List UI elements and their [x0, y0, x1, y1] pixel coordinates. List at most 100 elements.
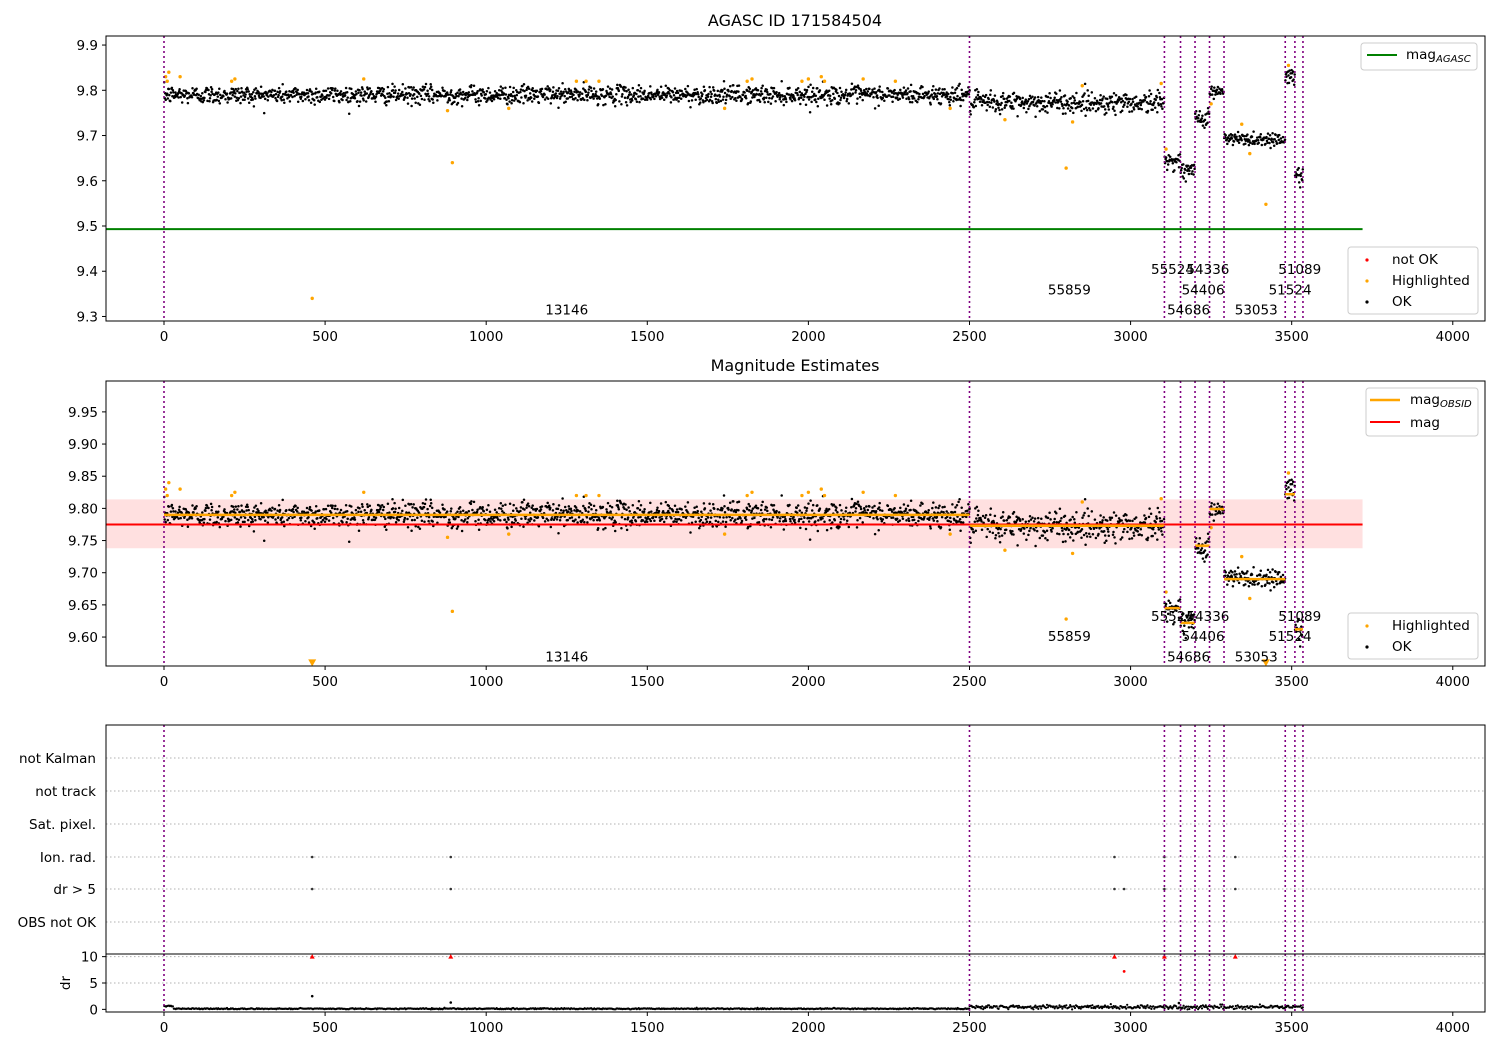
ok-point: [1113, 100, 1117, 104]
ok-point: [1062, 532, 1065, 536]
ok-point: [1271, 581, 1275, 584]
ok-point: [359, 510, 363, 513]
ok-point: [935, 515, 939, 519]
ok-point: [322, 89, 326, 93]
ok-point: [1188, 169, 1191, 173]
ok-point: [784, 519, 788, 523]
ok-point: [295, 510, 299, 513]
ok-point: [1090, 91, 1094, 94]
ok-point: [1255, 574, 1259, 577]
ok-point: [1021, 517, 1024, 521]
ok-point: [267, 95, 270, 98]
ok-point: [187, 92, 191, 95]
ok-point: [673, 504, 677, 508]
highlighted-point: [597, 79, 601, 83]
ok-point: [1272, 585, 1276, 589]
ok-point: [632, 94, 636, 97]
ok-point: [246, 88, 249, 91]
ok-point: [487, 86, 490, 90]
ok-point: [1262, 138, 1265, 141]
ok-point: [1203, 560, 1206, 563]
ok-point: [584, 90, 588, 94]
highlighted-point: [229, 79, 234, 83]
ok-point: [766, 509, 769, 513]
ok-point: [694, 520, 697, 524]
ok-point: [1187, 626, 1191, 629]
ok-point: [1024, 98, 1028, 101]
ok-point: [1138, 533, 1142, 536]
ok-point: [1120, 97, 1123, 101]
ok-point: [980, 104, 984, 107]
ok-point: [224, 97, 227, 101]
ok-point: [539, 508, 543, 511]
ok-point: [1255, 136, 1259, 139]
ok-point: [1128, 519, 1132, 523]
ok-point: [809, 499, 812, 502]
ok-point: [623, 507, 626, 511]
ok-point: [1027, 107, 1030, 111]
ok-point: [177, 517, 180, 520]
ok-point: [239, 95, 243, 98]
ok-point: [510, 102, 513, 105]
ok-point: [985, 109, 988, 112]
ok-point: [1106, 519, 1109, 522]
ok-point: [845, 99, 848, 103]
ok-point: [630, 519, 633, 522]
ok-point: [722, 95, 725, 98]
ok-point: [1199, 549, 1203, 552]
ok-point: [210, 88, 214, 91]
ok-point: [356, 99, 359, 103]
ok-point: [316, 96, 319, 99]
ok-point: [948, 528, 952, 532]
ok-point: [836, 91, 839, 95]
ok-point: [186, 96, 189, 100]
ok-point: [1284, 73, 1288, 76]
ok-point: [737, 84, 741, 87]
ok-point: [598, 519, 602, 522]
ok-point: [1092, 527, 1096, 530]
ok-point: [1045, 104, 1049, 108]
ok-point: [326, 504, 330, 508]
ok-point: [236, 521, 240, 524]
ok-point: [1058, 507, 1062, 510]
ok-point: [556, 515, 559, 519]
ok-point: [840, 90, 843, 93]
ok-point: [617, 508, 621, 511]
ok-point: [1237, 581, 1241, 585]
ok-point: [934, 506, 938, 509]
ok-point: [727, 89, 730, 93]
ok-point: [777, 511, 781, 514]
ok-point: [495, 516, 499, 519]
ok-point: [456, 525, 460, 528]
ok-point: [1151, 108, 1154, 111]
legend-ok-1: OK: [1392, 294, 1413, 310]
ok-point: [1232, 579, 1236, 583]
highlighted-point: [948, 532, 952, 536]
ok-point: [878, 501, 881, 505]
ok-point: [798, 96, 801, 100]
ok-point: [235, 517, 239, 521]
ok-point: [1016, 115, 1019, 118]
ok-point: [634, 519, 638, 523]
x-tick-label: 2000: [791, 674, 825, 690]
ok-point: [345, 510, 349, 513]
ok-point: [674, 517, 677, 521]
ok-point: [216, 516, 220, 519]
ok-point: [163, 518, 166, 521]
ok-point: [366, 503, 369, 506]
ok-point: [283, 101, 286, 104]
legend-mag: magOBSID mag: [1365, 387, 1479, 437]
ok-point: [1160, 97, 1164, 101]
ok-point: [657, 509, 661, 513]
ok-point: [566, 518, 570, 522]
ok-point: [768, 518, 771, 521]
ok-point: [1151, 528, 1155, 531]
ok-point: [877, 528, 880, 532]
ok-point: [938, 504, 941, 508]
ok-point: [349, 99, 352, 103]
ok-point: [895, 517, 899, 520]
ok-point: [639, 86, 643, 90]
ok-point: [393, 91, 397, 95]
ok-point: [778, 517, 782, 520]
ok-point: [446, 101, 449, 104]
